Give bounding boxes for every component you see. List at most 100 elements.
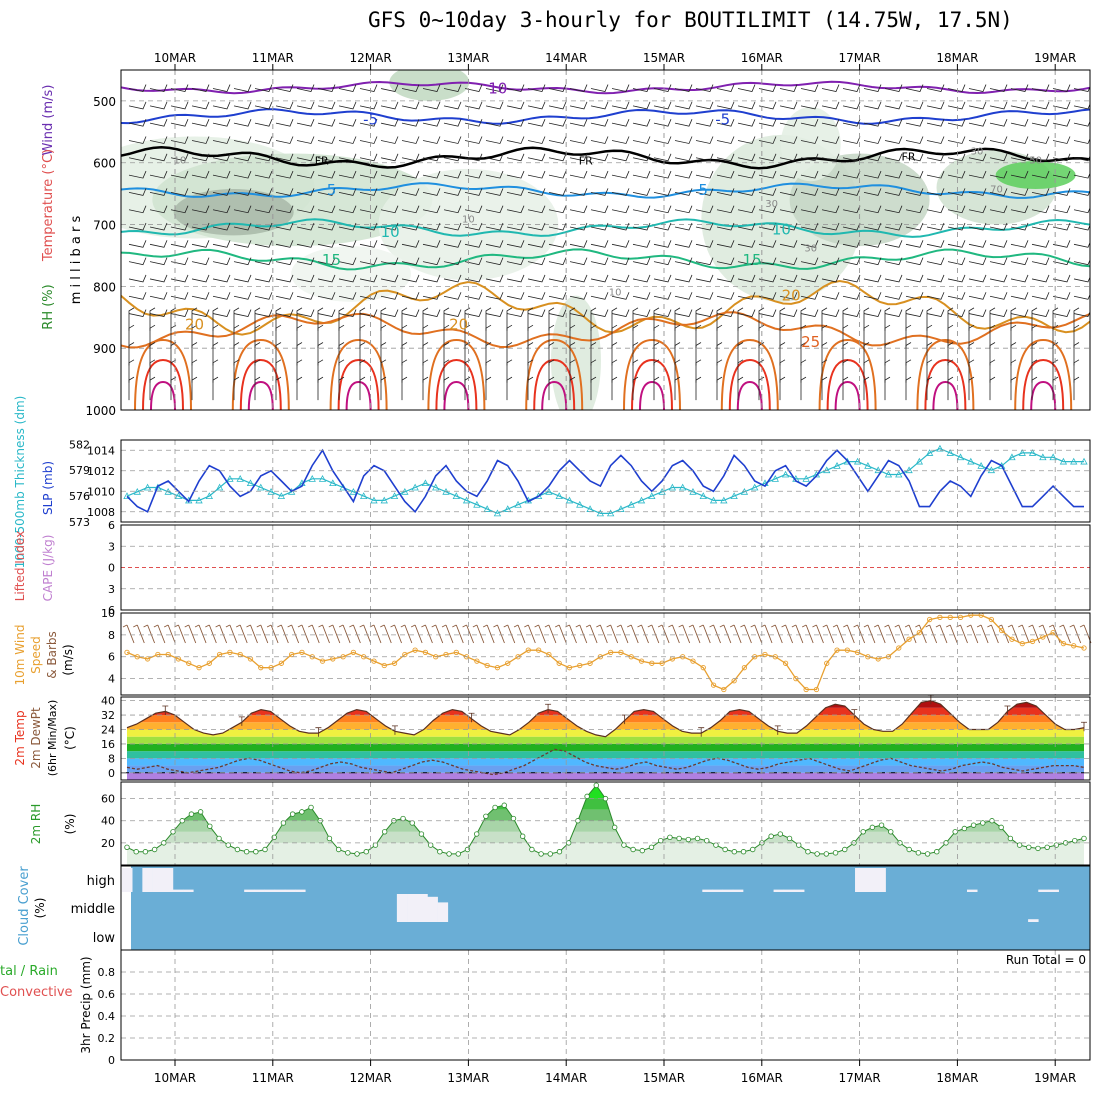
rh2m-point: [519, 833, 526, 839]
upper-wind-barb: [926, 307, 933, 331]
upper-wind-barb: [695, 324, 702, 349]
upper-wind-barb: [527, 170, 546, 179]
upper-wind-barb: [317, 188, 336, 196]
upper-wind-barb: [212, 119, 231, 127]
upper-wind-barb: [1010, 136, 1029, 144]
upper-wind-barb: [254, 342, 261, 366]
upper-wind-barb: [443, 119, 462, 127]
upper-wind-barb: [1073, 258, 1090, 266]
upper-wind-barb: [128, 309, 147, 318]
upper-wind-barb: [170, 222, 189, 231]
upper-wind-barb: [800, 170, 819, 179]
upper-wind-barb: [422, 257, 441, 266]
surface-heat-contour: [932, 380, 959, 410]
upper-wind-barb: [212, 324, 219, 349]
upper-wind-barb: [464, 188, 483, 196]
upper-wind-barb: [212, 292, 231, 300]
upper-wind-barb: [485, 101, 504, 110]
wind-frame: [120, 612, 1091, 696]
isotherm-label: 10: [381, 223, 400, 241]
upper-wind-barb: [275, 324, 282, 349]
upper-wind-barb: [926, 205, 945, 214]
rh2m-point: [980, 820, 986, 826]
upper-wind-barb: [821, 240, 840, 248]
upper-wind-barb: [905, 376, 912, 401]
upper-wind-barb: [527, 376, 534, 401]
upper-ytick-label: 800: [93, 280, 116, 294]
wind10-label-b: Speed: [29, 636, 43, 674]
wind10-barb: [122, 624, 135, 644]
upper-wind-barb: [611, 324, 618, 349]
upper-wind-barb: [128, 292, 147, 300]
rh2m-point: [400, 815, 406, 822]
surface-heat-contour: [525, 338, 584, 410]
upper-wind-barb: [968, 359, 975, 383]
upper-wind-barb: [422, 274, 441, 283]
precip-ytick-label: 0: [108, 1054, 115, 1067]
temp-band: [127, 722, 1084, 730]
wind10-speed-point: [1009, 636, 1015, 642]
rh-shade-area: [173, 189, 294, 236]
thickness-point: [771, 475, 779, 482]
upper-wind-barb: [485, 170, 504, 179]
upper-wind-barb: [632, 188, 651, 196]
upper-wind-barb: [695, 188, 714, 196]
upper-wind-barb: [506, 274, 525, 283]
date-label-top: 18MAR: [936, 51, 978, 65]
isotherm-label: 25: [801, 333, 820, 351]
upper-wind-barb: [842, 240, 861, 248]
thickness-point: [411, 483, 419, 491]
rh-contour-label: 10: [174, 156, 187, 167]
surface-heat-contour: [834, 380, 861, 410]
upper-wind-barb: [548, 342, 555, 366]
surface-heat-contour: [720, 338, 779, 410]
thickness-point: [1008, 453, 1016, 461]
wind10-speed-point: [577, 662, 583, 669]
thickness-point: [843, 457, 851, 465]
upper-wind-barb: [233, 359, 240, 383]
upper-wind-barb: [695, 101, 714, 110]
upper-wind-barb: [527, 307, 534, 331]
upper-wind-barb: [401, 222, 420, 231]
upper-wind-barb: [632, 309, 651, 318]
thickness-point: [648, 492, 656, 500]
surface-heat-contour: [728, 358, 771, 410]
upper-wind-barb: [863, 292, 882, 300]
upper-wind-barb: [380, 153, 399, 162]
cloud-bar-high: [865, 868, 876, 892]
wind10-barb: [503, 624, 516, 644]
rh2m-point: [262, 846, 268, 853]
upper-wind-barb: [653, 101, 672, 110]
wind10-barb: [843, 624, 855, 644]
upper-wind-barb: [317, 205, 336, 214]
upper-wind-barb: [149, 274, 168, 283]
upper-frame: [120, 69, 1091, 411]
upper-wind-barb: [632, 84, 651, 93]
wind10-speed-point: [649, 660, 655, 666]
wind10-ytick-label: 8: [108, 629, 115, 642]
wind10-speed-point: [258, 665, 264, 671]
rh2m-label-b: (%): [63, 814, 77, 835]
upper-wind-barb: [233, 324, 240, 349]
upper-wind-barb: [947, 324, 954, 349]
upper-wind-barb: [506, 136, 525, 144]
upper-wind-barb: [296, 292, 315, 300]
date-label-top: 16MAR: [741, 51, 783, 65]
upper-wind-barb: [632, 222, 651, 231]
rh-band: [127, 798, 1084, 810]
upper-wind-barb: [653, 274, 672, 283]
upper-wind-barb: [359, 101, 378, 110]
upper-wind-barb: [128, 274, 147, 283]
thickness-point: [895, 470, 903, 478]
upper-wind-barb: [926, 292, 945, 300]
upper-wind-barb: [632, 342, 639, 366]
temp-minmax-whisker: [315, 727, 322, 737]
upper-wind-barb: [422, 84, 441, 93]
upper-wind-barb: [611, 292, 630, 300]
upper-wind-barb: [548, 307, 555, 331]
upper-wind-barb: [443, 274, 462, 283]
upper-wind-barb: [254, 170, 273, 179]
upper-wind-barb: [506, 205, 525, 214]
upper-wind-barb: [863, 84, 882, 93]
upper-wind-barb: [401, 170, 420, 179]
